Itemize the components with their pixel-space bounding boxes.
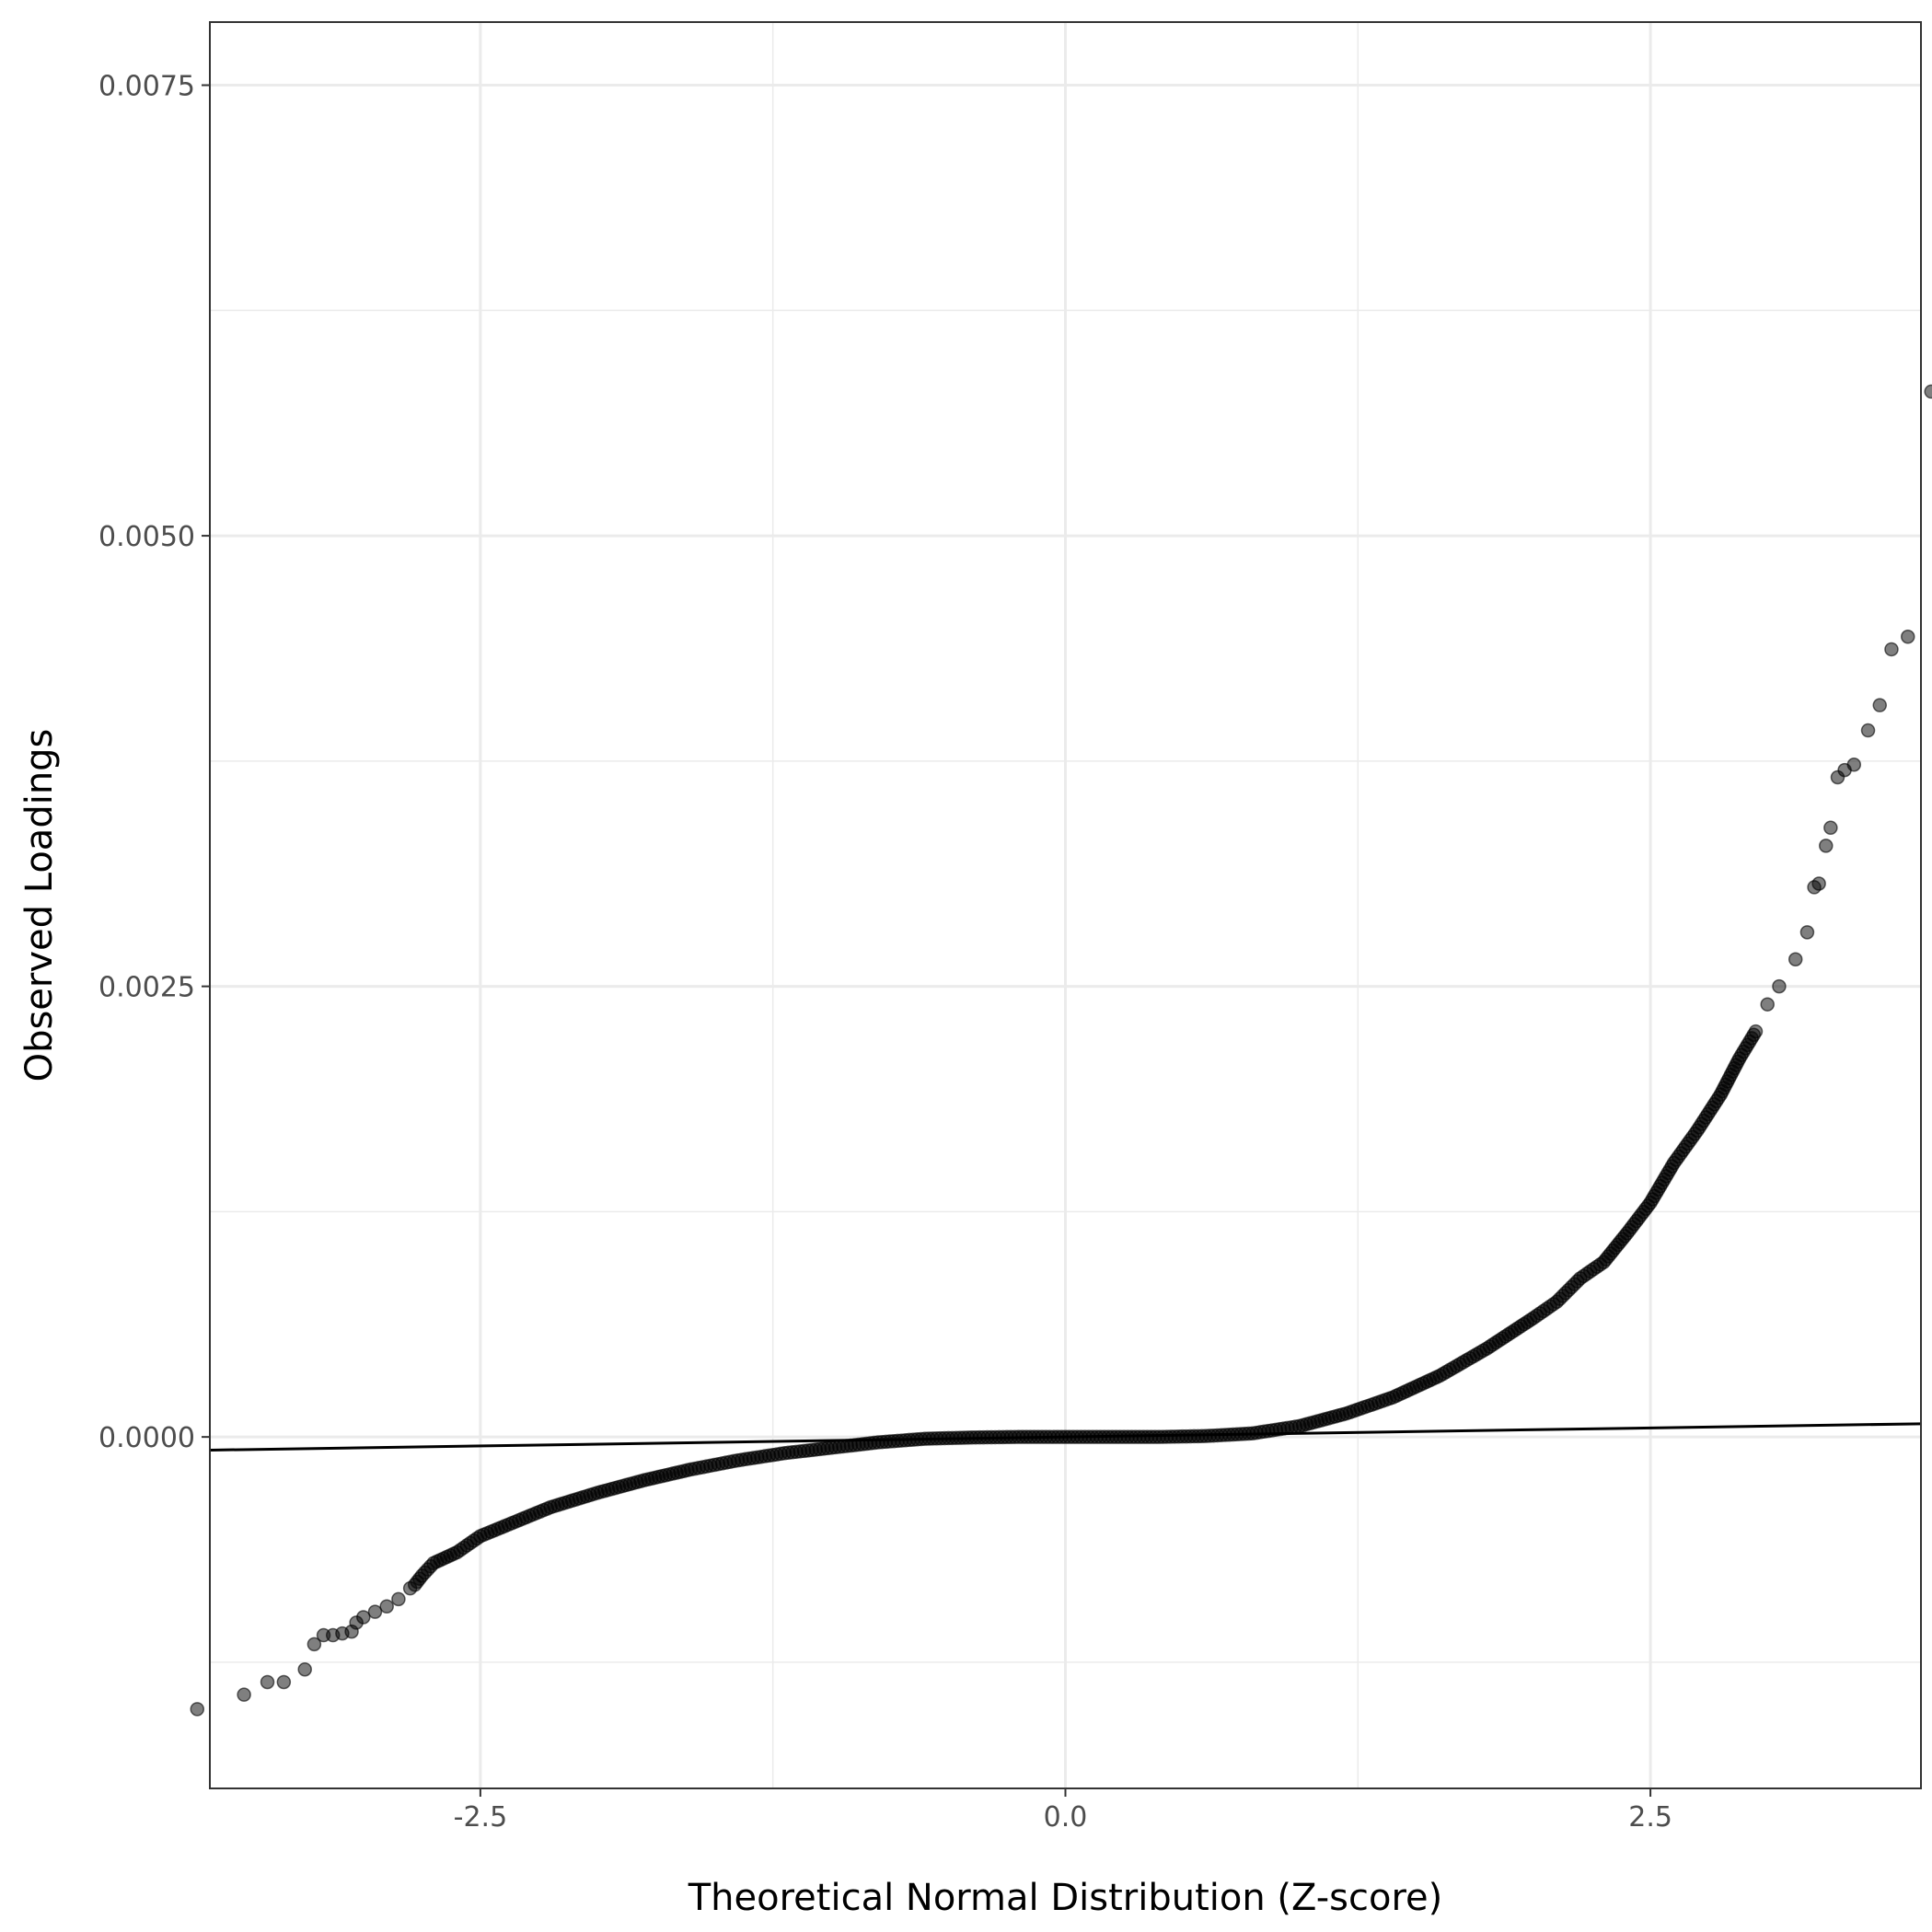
data-point — [1526, 1311, 1541, 1325]
data-point — [473, 1529, 488, 1544]
data-point — [449, 1544, 465, 1560]
x-tick-label: -2.5 — [454, 1801, 508, 1834]
data-point — [1643, 1195, 1658, 1210]
data-point — [379, 1599, 394, 1614]
data-point — [1291, 1418, 1307, 1434]
major-gridlines — [210, 22, 1921, 1788]
data-point — [1011, 1429, 1026, 1444]
x-axis-ticks: -2.5 0.0 2.5 — [454, 1788, 1672, 1834]
data-point — [965, 1429, 979, 1445]
data-point — [683, 1462, 699, 1477]
data-point — [1432, 1368, 1448, 1383]
data-point — [1884, 642, 1899, 657]
data-point — [824, 1440, 839, 1455]
data-point — [543, 1499, 558, 1515]
data-point — [1819, 839, 1834, 853]
data-point — [1846, 758, 1862, 772]
data-point — [1748, 1024, 1764, 1039]
data-point — [1799, 925, 1815, 940]
data-point — [1549, 1294, 1565, 1310]
y-tick-label: 0.0000 — [98, 1422, 195, 1454]
data-point — [190, 1702, 205, 1717]
data-point — [276, 1674, 292, 1690]
data-point — [426, 1556, 441, 1570]
data-point — [1901, 629, 1915, 644]
data-point — [1596, 1255, 1612, 1269]
data-point — [297, 1662, 312, 1677]
data-point — [1245, 1426, 1260, 1440]
data-point — [1811, 876, 1826, 891]
y-tick-label: 0.0025 — [98, 972, 195, 1004]
data-point — [1619, 1226, 1635, 1241]
data-point — [1731, 1051, 1747, 1066]
data-point — [1760, 997, 1775, 1012]
data-point — [1666, 1155, 1682, 1171]
data-point — [871, 1435, 885, 1450]
data-point — [1787, 952, 1803, 966]
data-point — [1823, 820, 1838, 836]
data-point — [1924, 384, 1932, 399]
y-axis-ticks: 0.0000 0.0025 0.0050 0.0075 — [98, 71, 210, 1454]
data-point — [237, 1687, 251, 1702]
data-point — [1058, 1429, 1073, 1444]
y-axis-title: Observed Loadings — [18, 729, 61, 1082]
data-point — [1479, 1341, 1494, 1356]
data-point — [1198, 1429, 1213, 1443]
y-tick-label: 0.0050 — [98, 521, 195, 553]
data-point — [777, 1446, 792, 1461]
data-point — [1713, 1087, 1729, 1102]
x-tick-label: 2.5 — [1628, 1801, 1672, 1834]
data-point — [918, 1431, 932, 1446]
data-point — [590, 1486, 605, 1500]
data-point — [1573, 1271, 1588, 1286]
data-point — [1872, 698, 1888, 712]
data-point — [508, 1514, 523, 1529]
data-point — [1385, 1390, 1401, 1405]
data-point — [1105, 1429, 1120, 1444]
x-tick-label: 0.0 — [1044, 1801, 1088, 1834]
data-point — [1151, 1429, 1166, 1444]
data-point — [1860, 723, 1876, 738]
data-point — [391, 1591, 406, 1607]
y-tick-label: 0.0075 — [98, 71, 195, 103]
data-point — [260, 1674, 275, 1690]
data-point — [367, 1604, 383, 1619]
data-point — [414, 1568, 430, 1583]
data-point — [1772, 978, 1787, 994]
data-point — [730, 1452, 746, 1468]
data-point — [356, 1610, 371, 1625]
data-point — [1690, 1123, 1705, 1139]
x-axis-title: Theoretical Normal Distribution (Z-score… — [688, 1877, 1443, 1919]
data-point — [637, 1473, 652, 1487]
data-point — [1338, 1406, 1354, 1421]
data-point — [307, 1637, 322, 1652]
data-points — [190, 384, 1932, 1717]
